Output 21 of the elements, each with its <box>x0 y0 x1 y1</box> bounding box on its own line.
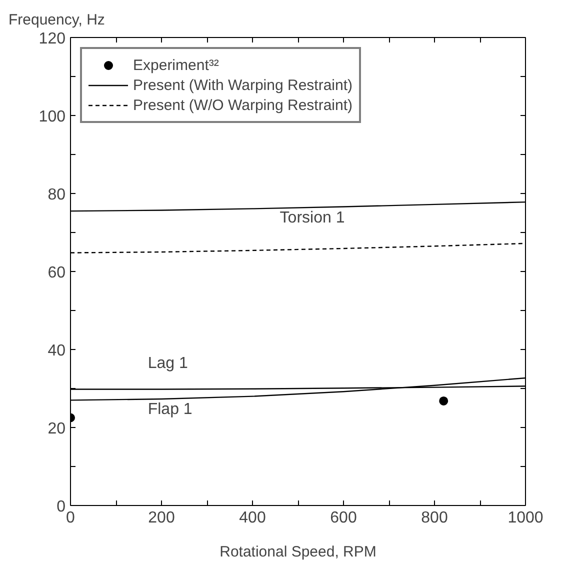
annotation: Torsion 1 <box>280 210 345 227</box>
x-tick-label: 1000 <box>508 510 544 526</box>
annotation: Flap 1 <box>148 401 192 418</box>
y-tick-label: 20 <box>48 420 66 438</box>
y-axis-title: Frequency, Hz <box>8 12 105 28</box>
x-tick-label: 600 <box>330 510 357 526</box>
y-tick-label: 40 <box>48 342 66 360</box>
x-tick-label: 400 <box>239 510 266 526</box>
y-tick-label: 80 <box>48 186 66 204</box>
x-axis-title: Rotational Speed, RPM <box>220 544 376 560</box>
legend-label: Present (With Warping Restraint) <box>133 76 353 94</box>
annotation: Lag 1 <box>148 355 188 372</box>
y-tick-label: 100 <box>38 108 66 126</box>
y-tick-label: 120 <box>38 30 66 48</box>
legend-label: Present (W/O Warping Restraint) <box>133 96 352 114</box>
x-tick-label: 800 <box>421 510 448 526</box>
x-tick-label: 200 <box>148 510 175 526</box>
legend-label: Experiment³² <box>133 56 219 74</box>
y-tick-label: 60 <box>48 264 66 282</box>
y-tick-label: 0 <box>56 498 66 516</box>
line-series <box>70 242 526 254</box>
